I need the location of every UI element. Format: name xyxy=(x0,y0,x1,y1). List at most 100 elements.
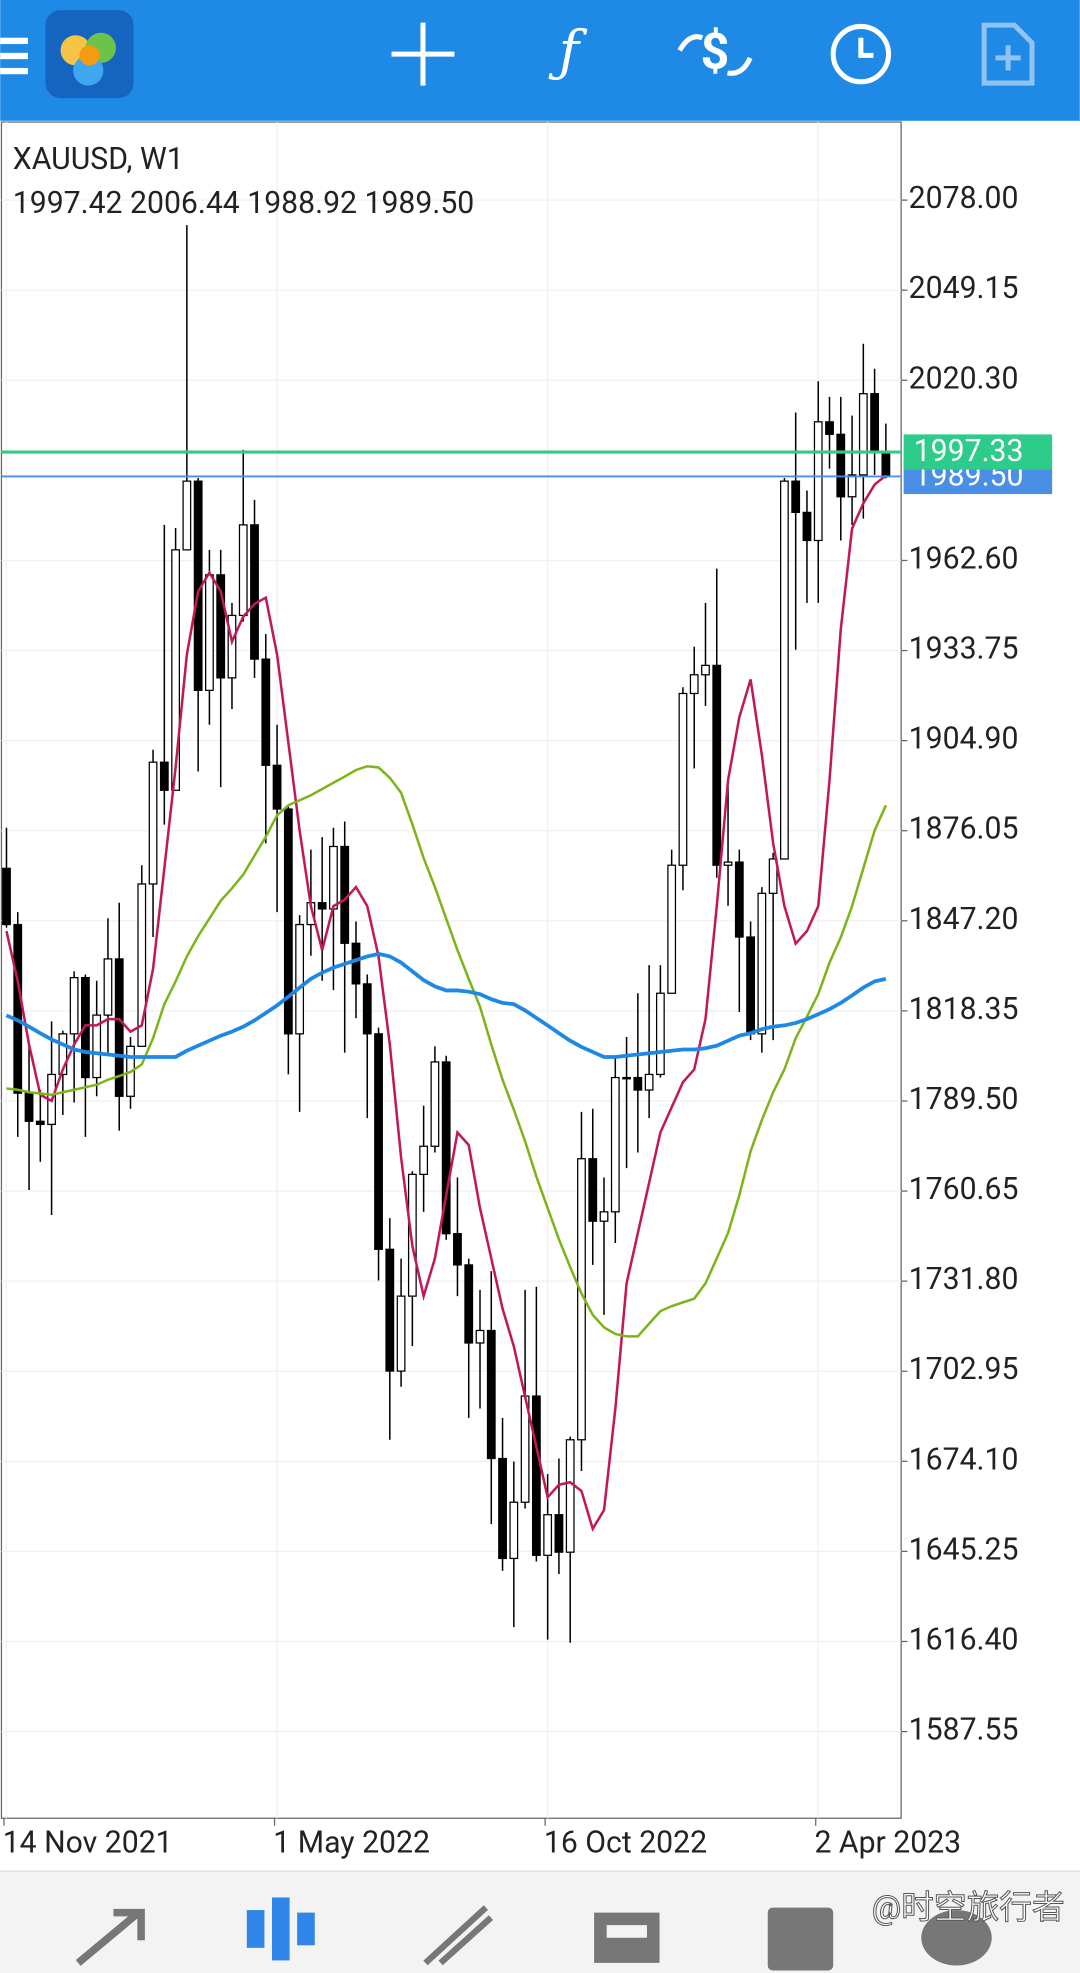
candle-body xyxy=(419,1145,429,1175)
candle-body xyxy=(317,902,327,910)
y-tick-label: 1789.50 xyxy=(909,1082,1019,1117)
svg-text:$: $ xyxy=(700,23,729,82)
y-tick-label: 1933.75 xyxy=(909,632,1019,667)
y-tick-label: 1847.20 xyxy=(909,902,1019,937)
candle-body xyxy=(498,1457,507,1560)
candle-body xyxy=(13,923,23,1094)
new-order-button[interactable] xyxy=(981,22,1035,86)
candle-body xyxy=(58,1033,68,1076)
candle-body xyxy=(802,511,812,542)
y-tick-label: 1674.10 xyxy=(909,1442,1019,1477)
candle-body xyxy=(543,1514,553,1556)
toolbar xyxy=(0,0,1080,121)
candle-body xyxy=(554,1514,564,1553)
candle-body xyxy=(622,1076,631,1080)
candle-body xyxy=(780,480,789,860)
candle-body xyxy=(599,1211,609,1222)
x-tick-label: 14 Nov 2021 xyxy=(3,1826,173,1861)
chart-tab[interactable] xyxy=(246,1897,315,1961)
y-tick-label: 1587.55 xyxy=(909,1713,1019,1748)
candle-body xyxy=(453,1233,462,1266)
candle-body xyxy=(24,1092,34,1122)
candle-body xyxy=(565,1439,575,1553)
candle-body xyxy=(746,936,755,1035)
trade-button[interactable]: $ xyxy=(677,23,753,82)
candle-body xyxy=(396,1295,406,1372)
y-tick-label: 1760.65 xyxy=(909,1172,1019,1207)
candle-body xyxy=(137,883,147,1047)
candle-body xyxy=(362,983,372,1035)
candle-body xyxy=(712,664,722,866)
candle-body xyxy=(407,1173,417,1297)
candle-body xyxy=(261,658,271,766)
candle-body xyxy=(678,692,688,866)
candle-body xyxy=(2,867,11,926)
candle-body xyxy=(858,393,868,476)
candle-body xyxy=(701,664,710,676)
candle-body xyxy=(847,474,857,498)
candle-body xyxy=(441,1061,451,1235)
quotes-tab[interactable] xyxy=(75,1908,145,1966)
candle-body xyxy=(227,614,237,679)
crosshair-button[interactable] xyxy=(391,22,455,86)
app-logo[interactable] xyxy=(45,10,134,99)
ohlc-readout: 1997.42 2006.44 1988.92 1989.50 xyxy=(13,186,474,221)
candle-body xyxy=(295,923,305,1035)
y-tick-label: 2078.00 xyxy=(909,181,1019,216)
y-tick-label: 1645.25 xyxy=(909,1532,1019,1567)
candle-body xyxy=(734,861,744,938)
price-label-bg xyxy=(903,434,1053,470)
candle-body xyxy=(464,1264,474,1344)
candle-body xyxy=(633,1076,643,1091)
watermark: @时空旅行者 xyxy=(872,1889,1065,1927)
indicator-line xyxy=(5,474,887,1532)
candle-body xyxy=(385,1248,395,1372)
y-tick-label: 1876.05 xyxy=(909,812,1019,847)
news-tab[interactable] xyxy=(767,1907,834,1971)
candle-body xyxy=(148,761,158,885)
candle-body xyxy=(329,845,338,910)
chat-tab[interactable] xyxy=(921,1910,992,1966)
candle-body xyxy=(374,1033,383,1250)
candle-body xyxy=(171,549,181,791)
x-tick-label: 16 Oct 2022 xyxy=(544,1826,707,1861)
candle-body xyxy=(825,421,834,435)
y-tick-label: 1818.35 xyxy=(909,992,1019,1027)
candle-body xyxy=(283,808,293,1035)
candle-body xyxy=(103,958,113,1016)
history-button[interactable] xyxy=(830,23,892,85)
candle-body xyxy=(836,433,846,498)
trade-tab[interactable] xyxy=(423,1905,494,1966)
candle-body xyxy=(531,1395,541,1556)
candle-body xyxy=(667,864,677,994)
candle-body xyxy=(475,1329,485,1344)
candle-body xyxy=(69,977,79,1035)
candle-body xyxy=(182,480,192,551)
candle-body xyxy=(486,1329,496,1460)
x-tick-label: 2 Apr 2023 xyxy=(814,1826,961,1861)
indicator-line xyxy=(6,764,888,1338)
price-label: 1997.33 xyxy=(914,434,1024,469)
candle-body xyxy=(588,1158,598,1222)
candle-body xyxy=(430,1061,440,1147)
candle-body xyxy=(92,1014,102,1079)
y-tick-label: 1904.90 xyxy=(909,722,1019,757)
candle-body xyxy=(723,861,733,866)
bottom-nav xyxy=(0,1871,1080,1973)
plot-area xyxy=(1,122,902,1819)
y-tick-label: 1962.60 xyxy=(909,541,1019,576)
candle-body xyxy=(689,674,699,695)
candle-body xyxy=(238,524,248,617)
x-tick-label: 1 May 2022 xyxy=(273,1826,430,1861)
candle-body xyxy=(272,764,282,810)
candle-body xyxy=(757,892,767,1035)
y-tick-label: 2049.15 xyxy=(909,271,1019,306)
candle-body xyxy=(791,480,801,514)
candle-body xyxy=(655,992,665,1076)
y-tick-label: 1731.80 xyxy=(909,1262,1019,1297)
candle-body xyxy=(813,421,823,542)
history-tab[interactable] xyxy=(594,1912,660,1963)
candle-body xyxy=(351,942,361,985)
menu-button[interactable] xyxy=(0,37,28,75)
